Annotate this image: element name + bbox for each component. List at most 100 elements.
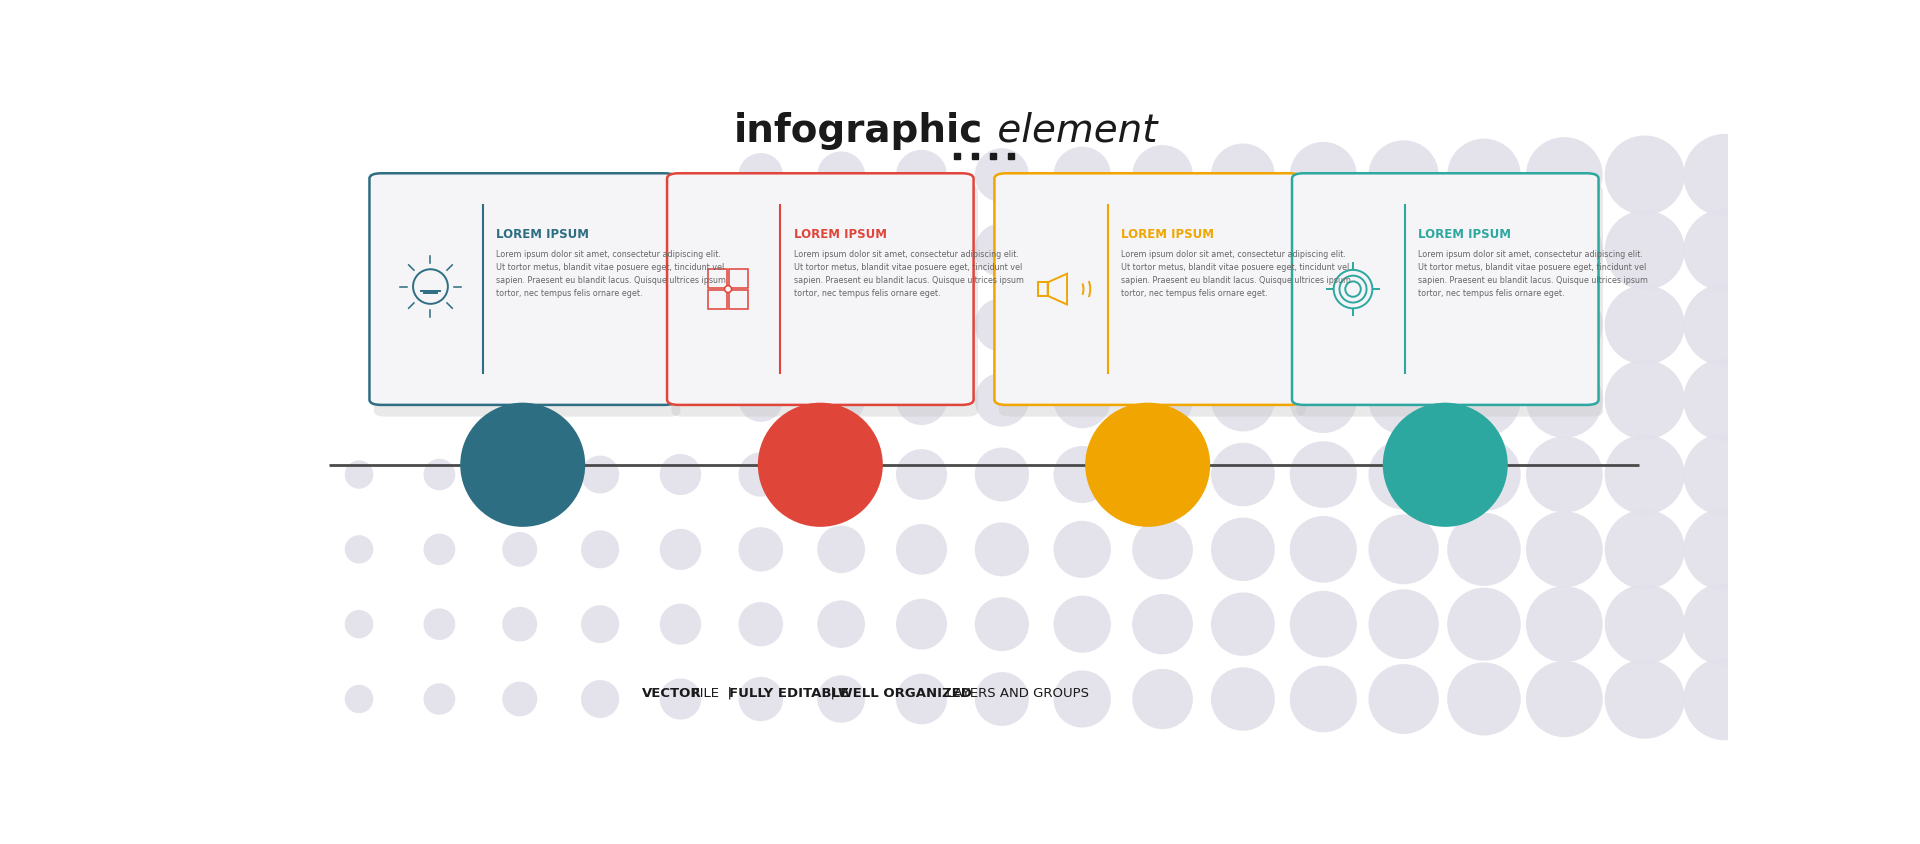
Ellipse shape bbox=[1763, 432, 1849, 518]
Ellipse shape bbox=[1448, 214, 1521, 287]
FancyBboxPatch shape bbox=[374, 186, 680, 417]
Ellipse shape bbox=[975, 448, 1029, 502]
Ellipse shape bbox=[1054, 371, 1112, 429]
Ellipse shape bbox=[897, 524, 947, 575]
Ellipse shape bbox=[503, 607, 538, 641]
Text: Lorem ipsum dolor sit amet, consectetur adipiscing elit.
Ut tortor metus, blandi: Lorem ipsum dolor sit amet, consectetur … bbox=[495, 250, 726, 297]
FancyBboxPatch shape bbox=[666, 174, 973, 405]
Ellipse shape bbox=[975, 598, 1029, 652]
Ellipse shape bbox=[660, 679, 701, 720]
Ellipse shape bbox=[975, 522, 1029, 576]
Ellipse shape bbox=[1290, 666, 1357, 733]
Ellipse shape bbox=[424, 459, 455, 490]
Ellipse shape bbox=[1448, 439, 1521, 511]
FancyBboxPatch shape bbox=[995, 174, 1302, 405]
Ellipse shape bbox=[739, 677, 783, 722]
Ellipse shape bbox=[1526, 213, 1603, 289]
Ellipse shape bbox=[1448, 513, 1521, 587]
Ellipse shape bbox=[1605, 286, 1684, 365]
Ellipse shape bbox=[1290, 517, 1357, 583]
Ellipse shape bbox=[1763, 657, 1849, 742]
Text: infographic: infographic bbox=[733, 111, 983, 149]
Ellipse shape bbox=[1212, 219, 1275, 283]
Ellipse shape bbox=[1085, 403, 1210, 528]
Ellipse shape bbox=[739, 303, 783, 348]
FancyBboxPatch shape bbox=[1296, 186, 1603, 417]
Ellipse shape bbox=[1054, 596, 1112, 653]
Ellipse shape bbox=[1605, 436, 1684, 515]
Text: LOREM IPSUM: LOREM IPSUM bbox=[793, 228, 887, 241]
Text: Lorem ipsum dolor sit amet, consectetur adipiscing elit.
Ut tortor metus, blandi: Lorem ipsum dolor sit amet, consectetur … bbox=[1419, 250, 1649, 297]
Ellipse shape bbox=[739, 528, 783, 572]
Ellipse shape bbox=[660, 454, 701, 495]
Text: element: element bbox=[985, 111, 1158, 149]
Ellipse shape bbox=[503, 533, 538, 567]
Ellipse shape bbox=[1212, 668, 1275, 731]
Ellipse shape bbox=[424, 534, 455, 565]
Bar bbox=[708, 290, 728, 310]
Ellipse shape bbox=[1763, 283, 1849, 368]
Ellipse shape bbox=[1212, 592, 1275, 656]
Ellipse shape bbox=[1290, 367, 1357, 434]
Ellipse shape bbox=[1369, 290, 1438, 360]
Ellipse shape bbox=[1212, 294, 1275, 357]
Ellipse shape bbox=[1133, 445, 1192, 505]
Bar bbox=[730, 290, 749, 310]
Ellipse shape bbox=[1054, 446, 1112, 504]
Ellipse shape bbox=[1054, 521, 1112, 578]
Ellipse shape bbox=[503, 682, 538, 717]
Ellipse shape bbox=[818, 526, 866, 573]
Ellipse shape bbox=[897, 151, 947, 202]
Ellipse shape bbox=[1369, 365, 1438, 436]
Ellipse shape bbox=[818, 675, 866, 723]
Ellipse shape bbox=[1605, 137, 1684, 216]
Ellipse shape bbox=[1763, 357, 1849, 443]
Ellipse shape bbox=[739, 229, 783, 273]
Ellipse shape bbox=[1448, 364, 1521, 436]
Ellipse shape bbox=[1684, 657, 1766, 740]
Ellipse shape bbox=[1054, 148, 1112, 204]
Ellipse shape bbox=[424, 684, 455, 715]
Ellipse shape bbox=[1526, 661, 1603, 738]
Ellipse shape bbox=[1054, 671, 1112, 728]
Ellipse shape bbox=[1133, 594, 1192, 655]
Ellipse shape bbox=[346, 610, 372, 639]
Ellipse shape bbox=[1684, 209, 1766, 292]
Ellipse shape bbox=[1684, 359, 1766, 441]
Ellipse shape bbox=[346, 461, 372, 490]
Text: Lorem ipsum dolor sit amet, consectetur adipiscing elit.
Ut tortor metus, blandi: Lorem ipsum dolor sit amet, consectetur … bbox=[1121, 250, 1352, 297]
Ellipse shape bbox=[1133, 520, 1192, 580]
Ellipse shape bbox=[1526, 511, 1603, 587]
Ellipse shape bbox=[503, 457, 538, 492]
Ellipse shape bbox=[1526, 437, 1603, 513]
Ellipse shape bbox=[1133, 669, 1192, 729]
Bar bbox=[730, 270, 749, 289]
Text: LOREM IPSUM: LOREM IPSUM bbox=[495, 228, 589, 241]
Ellipse shape bbox=[1526, 587, 1603, 663]
FancyBboxPatch shape bbox=[1292, 174, 1599, 405]
Ellipse shape bbox=[582, 531, 620, 569]
Ellipse shape bbox=[975, 149, 1029, 203]
Ellipse shape bbox=[1290, 591, 1357, 657]
Ellipse shape bbox=[1526, 288, 1603, 364]
Ellipse shape bbox=[1290, 292, 1357, 359]
FancyBboxPatch shape bbox=[369, 174, 676, 405]
Ellipse shape bbox=[739, 603, 783, 647]
Ellipse shape bbox=[1369, 664, 1438, 734]
Ellipse shape bbox=[1763, 208, 1849, 294]
Ellipse shape bbox=[818, 452, 866, 499]
Ellipse shape bbox=[758, 403, 883, 528]
Ellipse shape bbox=[1684, 434, 1766, 517]
Ellipse shape bbox=[1212, 443, 1275, 506]
Ellipse shape bbox=[346, 536, 372, 564]
Ellipse shape bbox=[1605, 211, 1684, 290]
Ellipse shape bbox=[660, 529, 701, 571]
Ellipse shape bbox=[1448, 663, 1521, 736]
Text: FULLY EDITABLE: FULLY EDITABLE bbox=[728, 686, 849, 699]
Ellipse shape bbox=[975, 373, 1029, 427]
Ellipse shape bbox=[1290, 441, 1357, 508]
FancyBboxPatch shape bbox=[998, 186, 1306, 417]
Ellipse shape bbox=[975, 299, 1029, 353]
Text: LAYERS AND GROUPS: LAYERS AND GROUPS bbox=[943, 686, 1089, 699]
Ellipse shape bbox=[1448, 289, 1521, 362]
